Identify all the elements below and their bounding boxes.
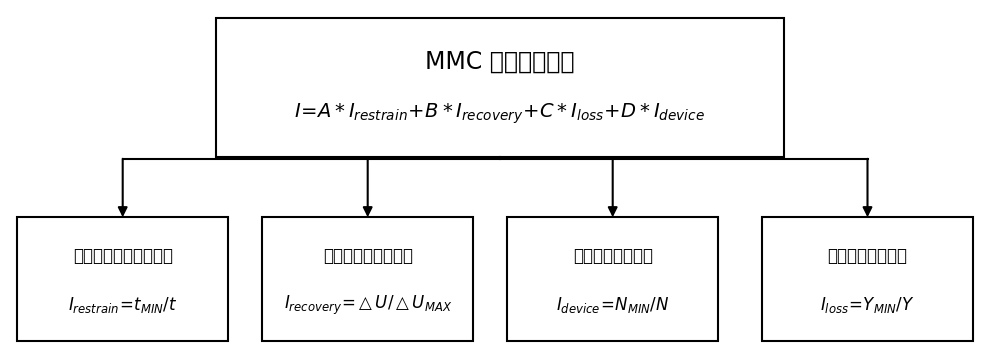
Text: $I_{loss}\!=\!Y_{MIN}/Y$: $I_{loss}\!=\!Y_{MIN}/Y$ (820, 295, 915, 315)
Text: 故障电流抑制时间指标: 故障电流抑制时间指标 (73, 247, 173, 266)
Text: $I_{recovery}\!=\!\triangle U/\triangle U_{MAX}$: $I_{recovery}\!=\!\triangle U/\triangle … (284, 294, 452, 317)
Text: 子模块电压偏差指标: 子模块电压偏差指标 (323, 247, 413, 266)
Text: 初期投资成本指标: 初期投资成本指标 (573, 247, 653, 266)
Bar (262, 217, 473, 341)
Text: $I_{restrain}\!=\!t_{MIN}/t$: $I_{restrain}\!=\!t_{MIN}/t$ (68, 295, 177, 315)
Bar (762, 217, 973, 341)
Text: MMC 综合评价指标: MMC 综合评价指标 (425, 50, 575, 74)
Text: 系统运行成本指标: 系统运行成本指标 (828, 247, 908, 266)
Bar (507, 217, 718, 341)
Bar (17, 217, 228, 341)
Bar (216, 17, 784, 157)
Text: $I\!=\!A*I_{restrain}\!+\!B*I_{recovery}\!+\!C*I_{loss}\!+\!D*I_{device}$: $I\!=\!A*I_{restrain}\!+\!B*I_{recovery}… (294, 101, 706, 126)
Text: $I_{device}\!=\!N_{MIN}/N$: $I_{device}\!=\!N_{MIN}/N$ (556, 295, 669, 315)
